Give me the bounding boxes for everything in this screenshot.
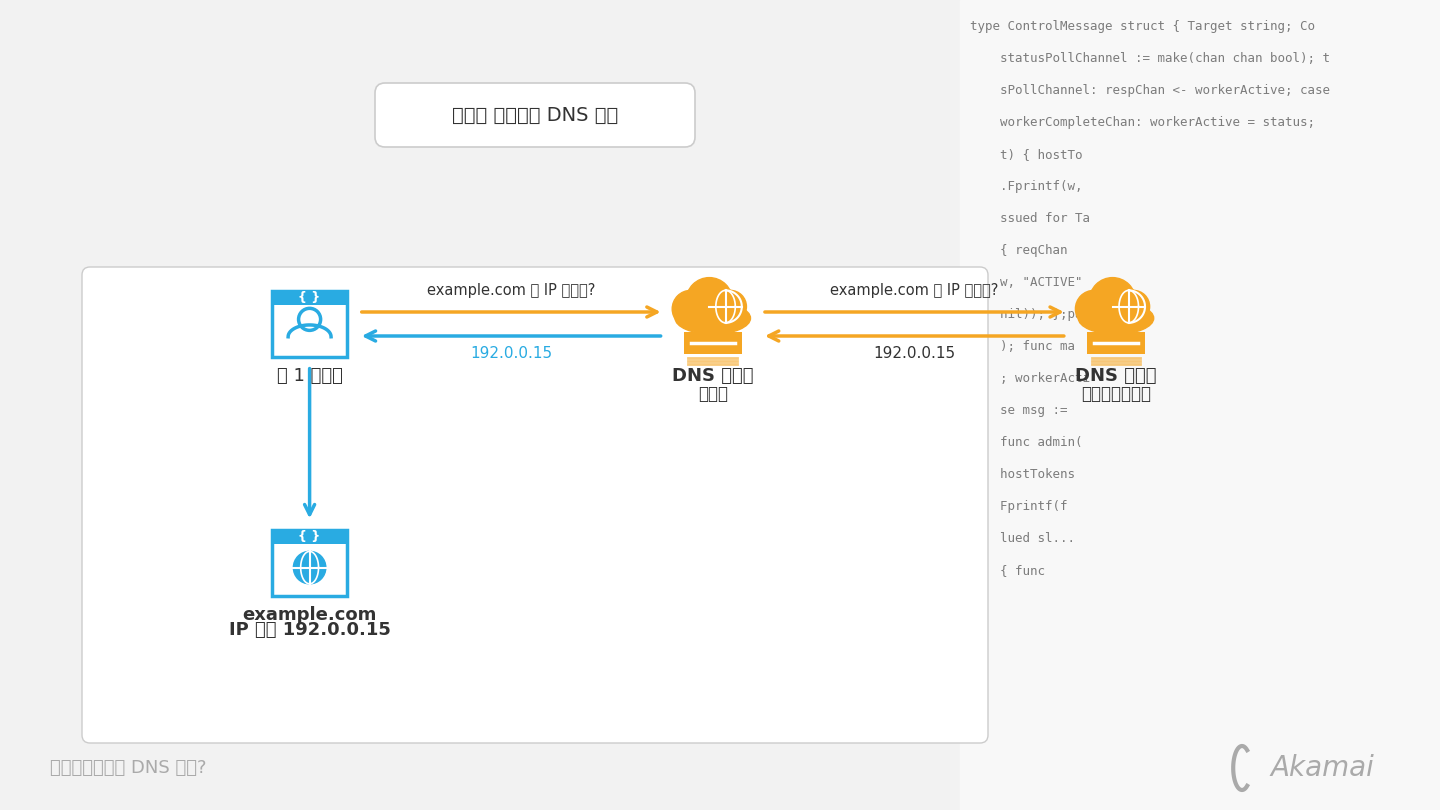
Bar [684,332,742,354]
Circle shape [1089,278,1136,324]
Text: lued sl...: lued sl... [971,532,1076,545]
Circle shape [685,278,733,324]
Text: se msg :=: se msg := [971,404,1067,417]
Text: .Fprintf(w,: .Fprintf(w, [971,180,1083,193]
Text: statusPollChannel := make(chan chan bool); t: statusPollChannel := make(chan chan bool… [971,52,1331,65]
Text: hostTokens: hostTokens [971,468,1076,481]
Text: func admin(: func admin( [971,436,1083,449]
Text: w, "ACTIVE": w, "ACTIVE" [971,276,1083,289]
Circle shape [1104,289,1142,326]
FancyBboxPatch shape [82,267,988,743]
Circle shape [672,290,710,327]
Bar [272,291,347,305]
Bar [960,0,1440,810]
FancyBboxPatch shape [272,291,347,357]
Circle shape [714,290,746,323]
Circle shape [1117,290,1149,323]
Circle shape [1113,290,1145,323]
Text: 权威名称服务器: 权威名称服务器 [1081,385,1151,403]
Circle shape [294,552,325,584]
Text: IP 地址 192.0.0.15: IP 地址 192.0.0.15 [229,620,390,639]
Text: sPollChannel: respChan <- workerActive; case: sPollChannel: respChan <- workerActive; … [971,84,1331,97]
Text: workerCompleteChan: workerActive = status;: workerCompleteChan: workerActive = statu… [971,116,1315,129]
Text: 第 1 个用户: 第 1 个用户 [276,368,343,386]
Text: { }: { } [298,530,321,543]
Text: 解析器: 解析器 [698,385,727,403]
Text: DNS 服务器: DNS 服务器 [672,368,753,386]
Ellipse shape [1079,302,1153,335]
Text: { func: { func [971,564,1045,577]
Text: DNS 服务器: DNS 服务器 [1076,368,1156,386]
Text: example.com 的 IP 是什么?: example.com 的 IP 是什么? [831,283,998,298]
Text: nil)); };pa: nil)); };pa [971,308,1083,321]
Ellipse shape [675,302,750,335]
Bar [272,530,347,544]
Circle shape [710,290,742,323]
Text: t) { hostTo: t) { hostTo [971,148,1083,161]
Text: 什么是未缓存的 DNS 响应?: 什么是未缓存的 DNS 响应? [50,759,206,777]
Circle shape [1076,290,1113,327]
Text: Akamai: Akamai [1270,754,1374,782]
Text: example.com 的 IP 是什么?: example.com 的 IP 是什么? [428,283,595,298]
Text: ssued for Ta: ssued for Ta [971,212,1090,225]
Text: Fprintf(f: Fprintf(f [971,500,1067,513]
Text: 例如： 未缓存的 DNS 响应: 例如： 未缓存的 DNS 响应 [452,105,618,125]
Text: example.com: example.com [242,607,377,625]
Circle shape [701,289,739,326]
FancyBboxPatch shape [374,83,696,147]
Bar [1087,332,1145,354]
Text: ); func ma: ); func ma [971,340,1076,353]
Text: 192.0.0.15: 192.0.0.15 [873,346,956,361]
Text: type ControlMessage struct { Target string; Co: type ControlMessage struct { Target stri… [971,20,1315,33]
FancyBboxPatch shape [272,530,347,596]
Text: 192.0.0.15: 192.0.0.15 [469,346,553,361]
Text: { }: { } [298,291,321,304]
Text: { reqChan: { reqChan [971,244,1067,257]
Text: ; workerActi: ; workerActi [971,372,1090,385]
